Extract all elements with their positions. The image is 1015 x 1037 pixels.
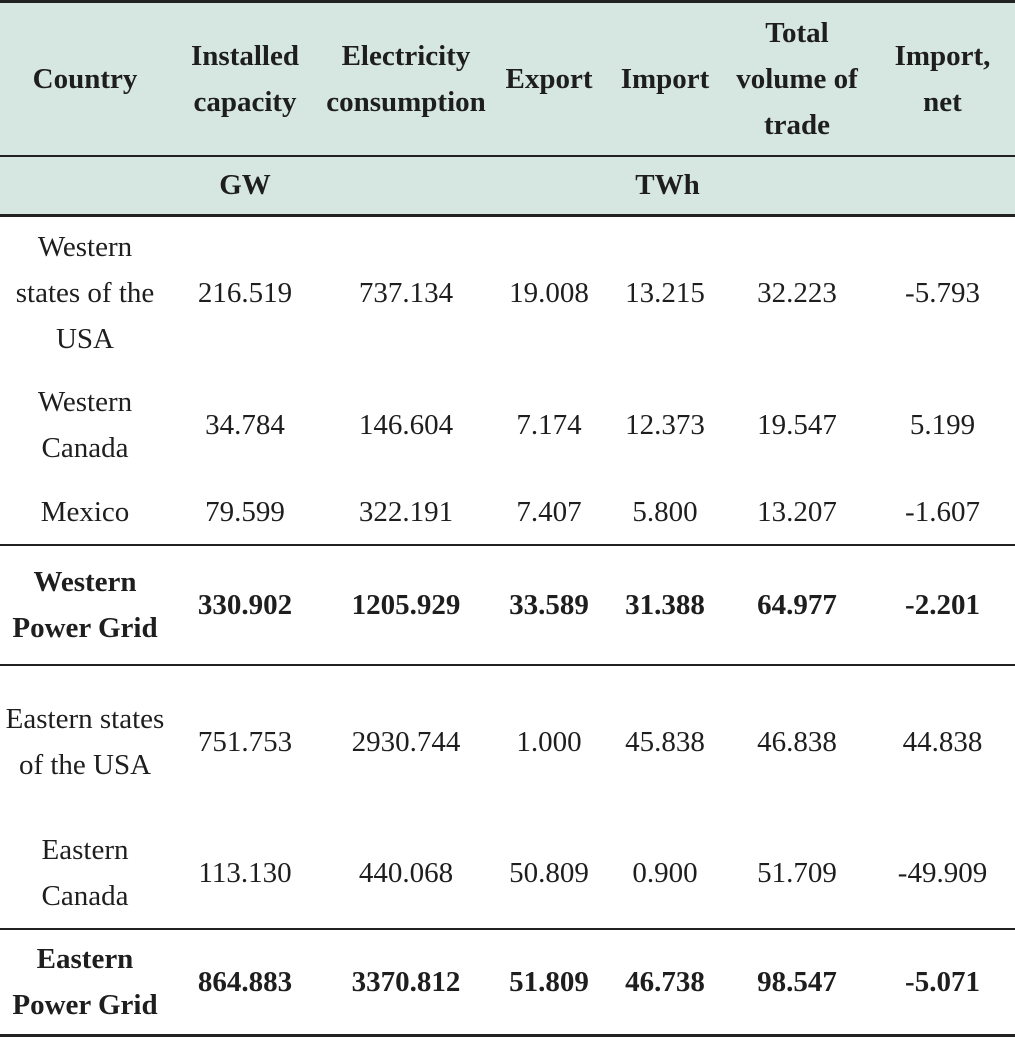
cell-import: 12.373 [625,408,705,441]
cell-import: 5.800 [632,495,698,528]
cell-electricity-consumption: 322.191 [358,495,454,528]
unit-capacity: GW [170,155,320,217]
cell-total-trade: 51.709 [757,857,837,889]
units-blank [0,155,170,217]
cell-import: 45.838 [625,726,705,758]
cell-export: 51.809 [492,927,606,1037]
table-body: Western states of the USA 216.519 737.134 1… [0,216,1015,1037]
cell-import: 46.738 [606,927,724,1037]
cell-country: Eastern Power Grid [0,927,170,1037]
cell-installed-capacity: 864.883 [170,927,320,1037]
cell-import: 31.388 [606,543,724,666]
header-installed-capacity: Installed capacity [170,0,320,157]
cell-electricity-consumption: 3370.812 [320,927,492,1037]
cell-electricity-consumption: 737.134 [358,277,454,310]
cell-country: Western Power Grid [0,543,170,666]
cell-export: 33.589 [492,543,606,666]
cell-export: 7.407 [516,495,582,528]
header-import: Import [606,0,724,157]
cell-country: Mexico [40,495,130,528]
cell-electricity-consumption: 2930.744 [351,726,461,758]
table-row: Western Canada 34.784 146.604 7.174 12.373 19… [0,370,1015,480]
cell-import: 13.215 [625,277,705,310]
cell-import-net: -5.071 [870,927,1015,1037]
cell-installed-capacity: 330.902 [170,543,320,666]
cell-country: Eastern Canada [41,834,129,912]
header-export: Export [492,0,606,157]
cell-export: 7.174 [516,408,582,441]
cell-import-net: -1.607 [905,495,980,528]
header-total-volume-of-trade: Total volume of trade [724,0,870,157]
cell-total-trade: 64.977 [724,543,870,666]
cell-total-trade: 46.838 [757,726,837,758]
cell-country: Eastern states of the USA [5,703,165,781]
table-row: Mexico 79.599 322.191 7.407 5.800 13.207 -1.60… [0,480,1015,545]
table-total-row: Eastern Power Grid 864.883 3370.812 51.809 4… [0,927,1015,1037]
header-import-net: Import, net [870,0,1015,157]
table-units-row: GW TWh [0,155,1015,217]
cell-import-net: 5.199 [909,408,976,441]
table-row: Western states of the USA 216.519 737.134 1… [0,216,1015,370]
cell-installed-capacity: 216.519 [197,277,293,310]
table-row: Eastern states of the USA 751.753 2930.744… [0,665,1015,819]
cell-total-trade: 98.547 [724,927,870,1037]
cell-total-trade: 32.223 [757,277,837,310]
cell-electricity-consumption: 146.604 [358,408,454,441]
cell-country: Western Canada [37,385,133,464]
cell-total-trade: 19.547 [757,408,837,441]
cell-electricity-consumption: 440.068 [358,857,454,889]
table-total-row: Western Power Grid 330.902 1205.929 33.589 3… [0,543,1015,666]
table-row: Eastern Canada 113.130 440.068 50.809 0.900 5… [0,819,1015,929]
cell-export: 19.008 [509,277,589,310]
unit-energy: TWh [320,155,1015,217]
cell-total-trade: 13.207 [757,495,837,528]
cell-import-net: -5.793 [905,277,980,310]
table-header-row: Country Installed capacity Electricity c… [0,0,1015,157]
cell-export: 50.809 [509,857,589,889]
cell-export: 1.000 [516,726,582,758]
cell-installed-capacity: 34.784 [205,408,285,441]
cell-country: Western states of the USA [15,231,155,356]
header-electricity-consumption: Electricity consumption [320,0,492,157]
header-country: Country [0,0,170,157]
cell-installed-capacity: 113.130 [198,857,292,889]
cell-import: 0.900 [632,857,698,889]
cell-electricity-consumption: 1205.929 [320,543,492,666]
cell-installed-capacity: 79.599 [205,495,285,528]
cell-import-net: 44.838 [902,726,983,758]
cell-import-net: -49.909 [897,857,988,889]
cell-installed-capacity: 751.753 [197,726,293,758]
cell-import-net: -2.201 [870,543,1015,666]
